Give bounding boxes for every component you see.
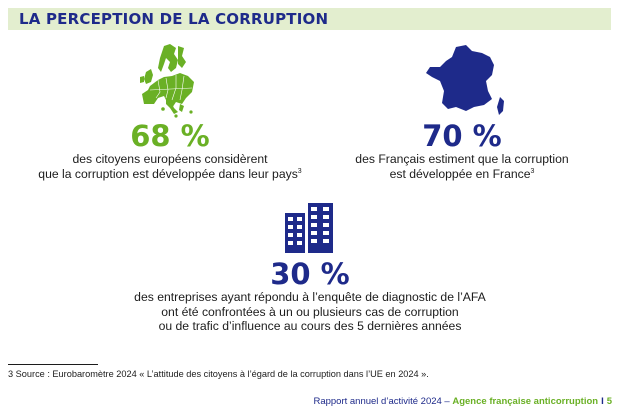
footer-separator: I (601, 396, 604, 407)
europe-map-icon (140, 44, 194, 118)
page-footer: Rapport annuel d’activité 2024 – Agence … (313, 396, 612, 407)
footnote-divider (8, 364, 98, 365)
stat-description: des entreprises ayant répondu à l’enquêt… (134, 290, 486, 333)
footer-report: Rapport annuel d’activité 2024 – (313, 396, 453, 407)
stat-description: des Français estiment que la corruption … (355, 152, 569, 181)
stat-companies: 30 % des entreprises ayant répondu à l’e… (80, 258, 540, 334)
page-number: 5 (606, 396, 612, 407)
footer-agency: Agence française anticorruption (452, 396, 599, 407)
stat-value: 30 % (270, 257, 350, 291)
france-map-icon (426, 45, 504, 115)
stat-value: 68 % (130, 119, 210, 153)
header-band: LA PERCEPTION DE LA CORRUPTION (8, 8, 611, 30)
stat-value: 70 % (422, 119, 502, 153)
footnote-ref: 3 (530, 167, 535, 175)
footnote-ref: 3 (297, 167, 302, 175)
stat-description: des citoyens européens considèrent que l… (38, 152, 302, 181)
stat-france: 70 % des Français estiment que la corrup… (322, 120, 602, 181)
stat-europe: 68 % des citoyens européens considèrent … (30, 120, 310, 181)
office-buildings-icon (285, 203, 333, 253)
page-title: LA PERCEPTION DE LA CORRUPTION (19, 10, 329, 28)
footnote: 3 Source : Eurobaromètre 2024 « L’attitu… (8, 369, 429, 379)
